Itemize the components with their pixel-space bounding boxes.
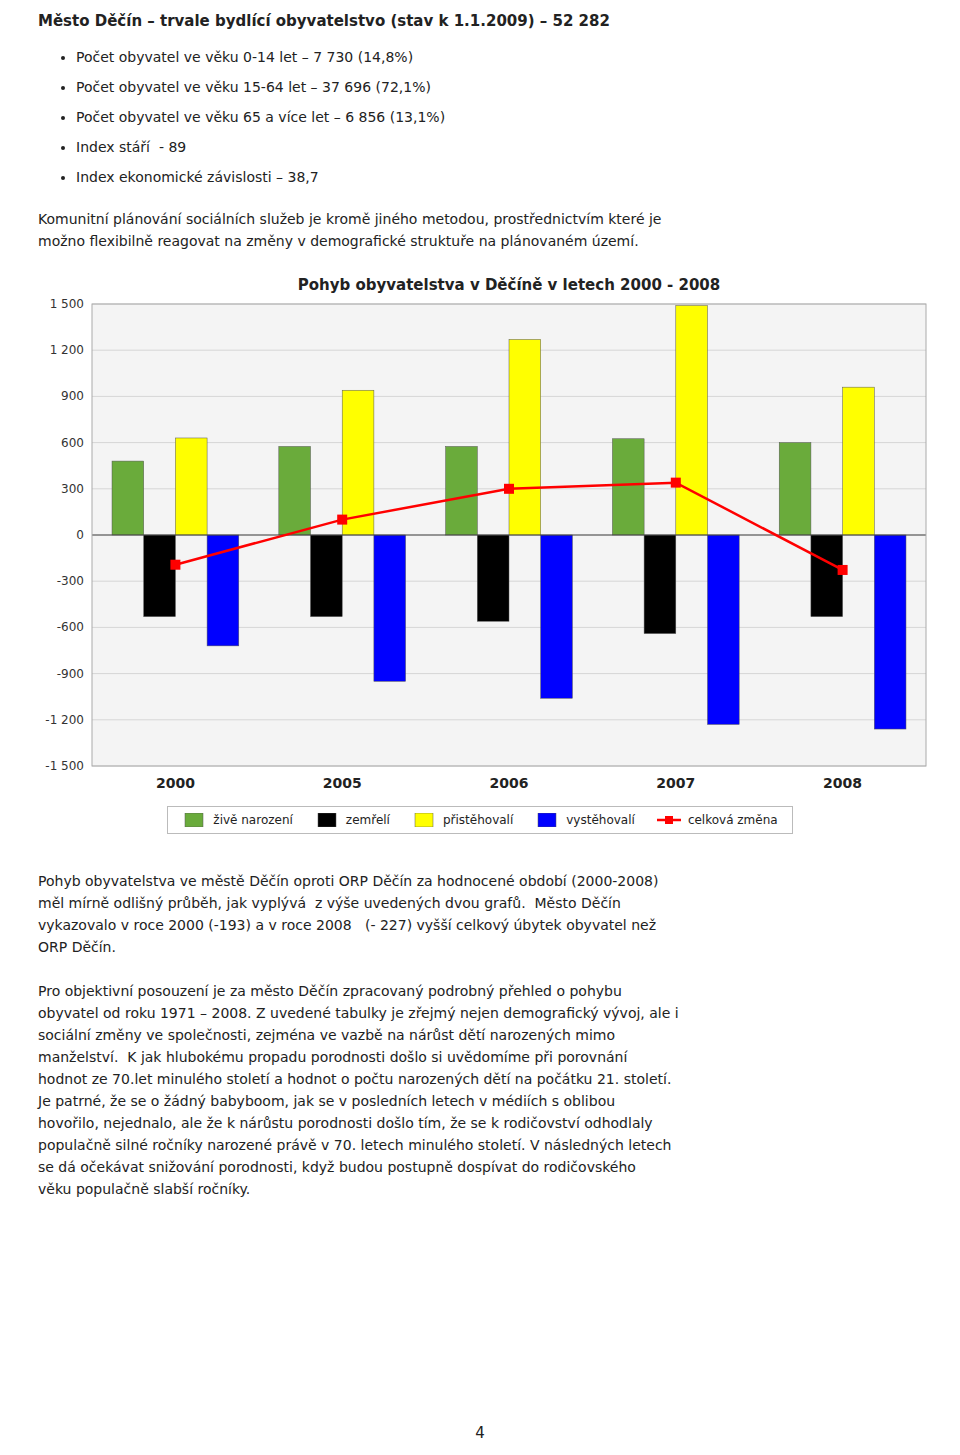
- bullet-list: Počet obyvatel ve věku 0-14 let – 7 730 …: [38, 46, 445, 196]
- legend-swatch: [412, 813, 436, 827]
- x-tick-label: 2006: [490, 775, 529, 791]
- bar: [676, 306, 708, 535]
- page-number: 4: [0, 1424, 960, 1442]
- y-tick-label: -1 500: [45, 759, 84, 773]
- legend-swatch: [182, 813, 206, 827]
- bar: [279, 446, 311, 535]
- bar: [779, 443, 811, 535]
- plot-background: [92, 304, 926, 766]
- legend-patch: [415, 813, 433, 827]
- paragraph-line: věku populačně slabší ročníky.: [38, 1178, 679, 1200]
- paragraph-line: hodnot ze 70.let minulého století a hodn…: [38, 1068, 679, 1090]
- legend-label: živě narození: [213, 813, 293, 827]
- chart-title: Pohyb obyvatelstva v Děčíně v letech 200…: [298, 276, 721, 294]
- legend-item: přistěhovalí: [412, 813, 513, 827]
- paragraph: Pohyb obyvatelstva ve městě Děčín oproti…: [38, 870, 658, 958]
- paragraph-line: se dá očekávat snižování porodnosti, kdy…: [38, 1156, 679, 1178]
- marker: [170, 560, 180, 570]
- bar: [843, 387, 875, 535]
- bullet: Počet obyvatel ve věku 0-14 let – 7 730 …: [76, 46, 445, 76]
- paragraph-line: Komunitní plánování sociálních služeb je…: [38, 208, 661, 230]
- bar: [144, 535, 176, 617]
- header-title: Město Děčín – trvale bydlící obyvatelstv…: [38, 12, 610, 30]
- legend-marker: [665, 816, 673, 824]
- bar: [342, 390, 374, 535]
- bar: [446, 446, 478, 535]
- legend-item: vystěhovalí: [535, 813, 635, 827]
- legend-label: vystěhovalí: [566, 813, 635, 827]
- legend-patch: [318, 813, 336, 827]
- marker: [504, 484, 514, 494]
- bullet: Index stáří - 89: [76, 136, 445, 166]
- paragraph-line: Pro objektivní posouzení je za město Děč…: [38, 980, 679, 1002]
- bar: [612, 439, 644, 535]
- paragraph: Pro objektivní posouzení je za město Děč…: [38, 980, 679, 1200]
- paragraph-line: manželství. K jak hlubokému propadu poro…: [38, 1046, 679, 1068]
- paragraph: Komunitní plánování sociálních služeb je…: [38, 208, 661, 252]
- y-tick-label: 600: [61, 436, 84, 450]
- paragraph-line: hovořilo, nejednalo, ale že k nárůstu po…: [38, 1112, 679, 1134]
- marker: [838, 565, 848, 575]
- paragraph-line: ORP Děčín.: [38, 936, 658, 958]
- x-tick-label: 2008: [823, 775, 862, 791]
- y-tick-label: -900: [57, 667, 84, 681]
- paragraph-line: Je patrné, že se o žádný babyboom, jak s…: [38, 1090, 679, 1112]
- bullet: Počet obyvatel ve věku 15-64 let – 37 69…: [76, 76, 445, 106]
- bar: [811, 535, 843, 617]
- plot-frame: [92, 304, 926, 766]
- marks: [92, 306, 926, 729]
- grid-line: [92, 673, 926, 674]
- x-tick-label: 2005: [323, 775, 362, 791]
- y-tick-label: -600: [57, 620, 84, 634]
- paragraph-line: Pohyb obyvatelstva ve městě Děčín oproti…: [38, 870, 658, 892]
- y-tick-label: 0: [76, 528, 84, 542]
- bar: [644, 535, 676, 634]
- legend-label: celková změna: [688, 813, 778, 827]
- y-tick-label: 300: [61, 482, 84, 496]
- paragraph-line: obyvatel od roku 1971 – 2008. Z uvedené …: [38, 1002, 679, 1024]
- legend-item: celková změna: [657, 813, 778, 827]
- legend-label: zemřelí: [346, 813, 390, 827]
- legend-swatch: [315, 813, 339, 827]
- x-tick-label: 2000: [156, 775, 195, 791]
- baseline: [92, 534, 926, 535]
- y-tick-label: -1 200: [45, 713, 84, 727]
- marker: [671, 478, 681, 488]
- bar: [707, 535, 739, 724]
- marker: [337, 515, 347, 525]
- legend-swatch: [535, 813, 559, 827]
- paragraph-line: populačně silné ročníky narozené právě v…: [38, 1134, 679, 1156]
- x-tick-label: 2007: [656, 775, 695, 791]
- paragraph-line: vykazovalo v roce 2000 (-193) a v roce 2…: [38, 914, 658, 936]
- bar: [509, 339, 541, 535]
- y-tick-label: -300: [57, 574, 84, 588]
- legend-label: přistěhovalí: [443, 813, 513, 827]
- line: [175, 483, 842, 570]
- bullet: Index ekonomické závislosti – 38,7: [76, 166, 445, 196]
- legend-item: živě narození: [182, 813, 293, 827]
- bar: [374, 535, 406, 681]
- bar: [311, 535, 343, 617]
- bar: [541, 535, 573, 698]
- paragraph-line: sociální změny ve společnosti, zejména v…: [38, 1024, 679, 1046]
- y-tick-label: 1 200: [50, 343, 84, 357]
- legend: živě narození zemřelí přistěhovalí vystěhov…: [167, 806, 792, 834]
- chart: Pohyb obyvatelstva v Děčíně v letech 200…: [30, 268, 940, 800]
- bar: [112, 461, 144, 535]
- bar: [874, 535, 906, 729]
- y-tick-label: 1 500: [50, 297, 84, 311]
- legend-patch: [538, 813, 556, 827]
- paragraph-line: možno flexibilně reagovat na změny v dem…: [38, 230, 661, 252]
- legend-patch: [185, 813, 203, 827]
- bar: [477, 535, 509, 621]
- y-tick-label: 900: [61, 389, 84, 403]
- bar: [175, 438, 207, 535]
- grid-line: [92, 719, 926, 720]
- paragraph-line: měl mírně odlišný průběh, jak vyplývá z …: [38, 892, 658, 914]
- grid-line: [92, 535, 926, 536]
- legend-item: zemřelí: [315, 813, 390, 827]
- legend-swatch: [657, 813, 681, 827]
- legend-wrap: živě narození zemřelí přistěhovalí vystěhov…: [0, 806, 960, 834]
- bullet: Počet obyvatel ve věku 65 a více let – 6…: [76, 106, 445, 136]
